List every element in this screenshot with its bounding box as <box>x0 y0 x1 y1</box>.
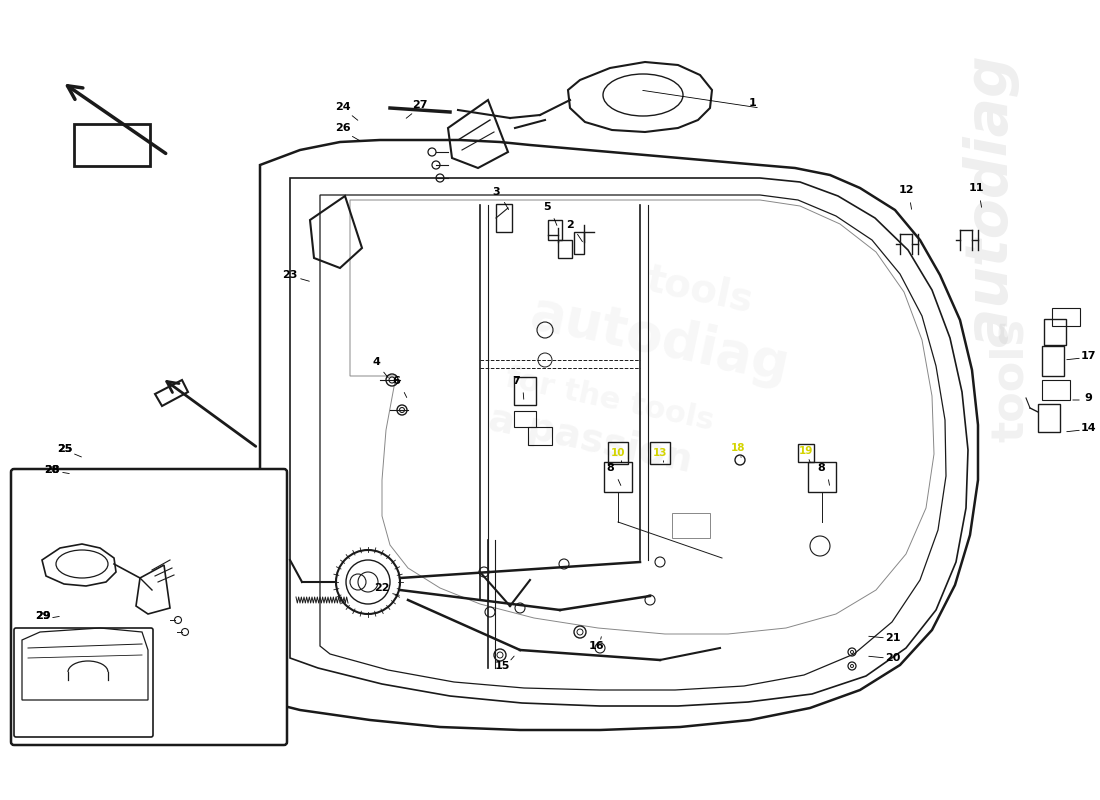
Text: 20: 20 <box>886 653 901 663</box>
Text: a passion: a passion <box>485 400 695 480</box>
Text: 9: 9 <box>1085 393 1092 403</box>
Bar <box>672 513 710 538</box>
Text: 25: 25 <box>57 444 73 454</box>
Text: 1: 1 <box>749 98 757 108</box>
Text: 8: 8 <box>606 463 614 473</box>
Text: autodiag: autodiag <box>961 54 1019 346</box>
FancyBboxPatch shape <box>14 628 153 737</box>
Text: 17: 17 <box>1080 351 1096 361</box>
Text: 15: 15 <box>494 661 509 671</box>
Text: for the tools: for the tools <box>503 364 717 436</box>
Text: 25: 25 <box>57 444 73 454</box>
Bar <box>604 462 632 492</box>
Bar <box>548 220 562 240</box>
Bar <box>558 240 572 258</box>
Text: 18: 18 <box>730 443 746 453</box>
Text: 23: 23 <box>283 270 298 280</box>
Bar <box>528 427 552 445</box>
Bar <box>1052 308 1080 326</box>
Text: 8: 8 <box>817 463 825 473</box>
Text: 26: 26 <box>336 123 351 133</box>
Text: 7: 7 <box>513 376 520 386</box>
Text: 4: 4 <box>372 357 379 367</box>
Bar <box>574 232 584 254</box>
Text: 11: 11 <box>968 183 983 193</box>
Text: 5: 5 <box>543 202 551 212</box>
Text: 12: 12 <box>899 185 914 195</box>
Text: tools: tools <box>644 260 757 320</box>
Bar <box>496 204 512 232</box>
FancyBboxPatch shape <box>11 469 287 745</box>
Bar <box>514 411 536 427</box>
Text: 10: 10 <box>610 448 625 458</box>
Text: 22: 22 <box>374 583 389 593</box>
Text: 29: 29 <box>35 611 51 621</box>
Text: 28: 28 <box>44 465 59 475</box>
Text: 6: 6 <box>392 376 400 386</box>
Text: 14: 14 <box>1080 423 1096 433</box>
Bar <box>1042 346 1064 376</box>
Text: 2: 2 <box>566 220 574 230</box>
Text: 24: 24 <box>336 102 351 112</box>
Text: 28: 28 <box>44 465 59 475</box>
Bar <box>1042 380 1070 400</box>
Text: autodiag: autodiag <box>526 287 794 393</box>
Text: 19: 19 <box>799 446 813 456</box>
Bar <box>514 377 536 405</box>
Text: 27: 27 <box>412 100 428 110</box>
Bar <box>650 442 670 464</box>
Text: 21: 21 <box>886 633 901 643</box>
Bar <box>1044 319 1066 345</box>
Text: tools: tools <box>989 318 1032 442</box>
Bar <box>808 462 836 492</box>
Bar <box>608 442 628 464</box>
Text: 13: 13 <box>652 448 668 458</box>
Bar <box>74 124 150 166</box>
Text: 16: 16 <box>588 641 604 651</box>
Bar <box>798 444 814 462</box>
Text: 3: 3 <box>492 187 499 197</box>
Bar <box>1038 404 1060 432</box>
Text: 29: 29 <box>35 611 51 621</box>
